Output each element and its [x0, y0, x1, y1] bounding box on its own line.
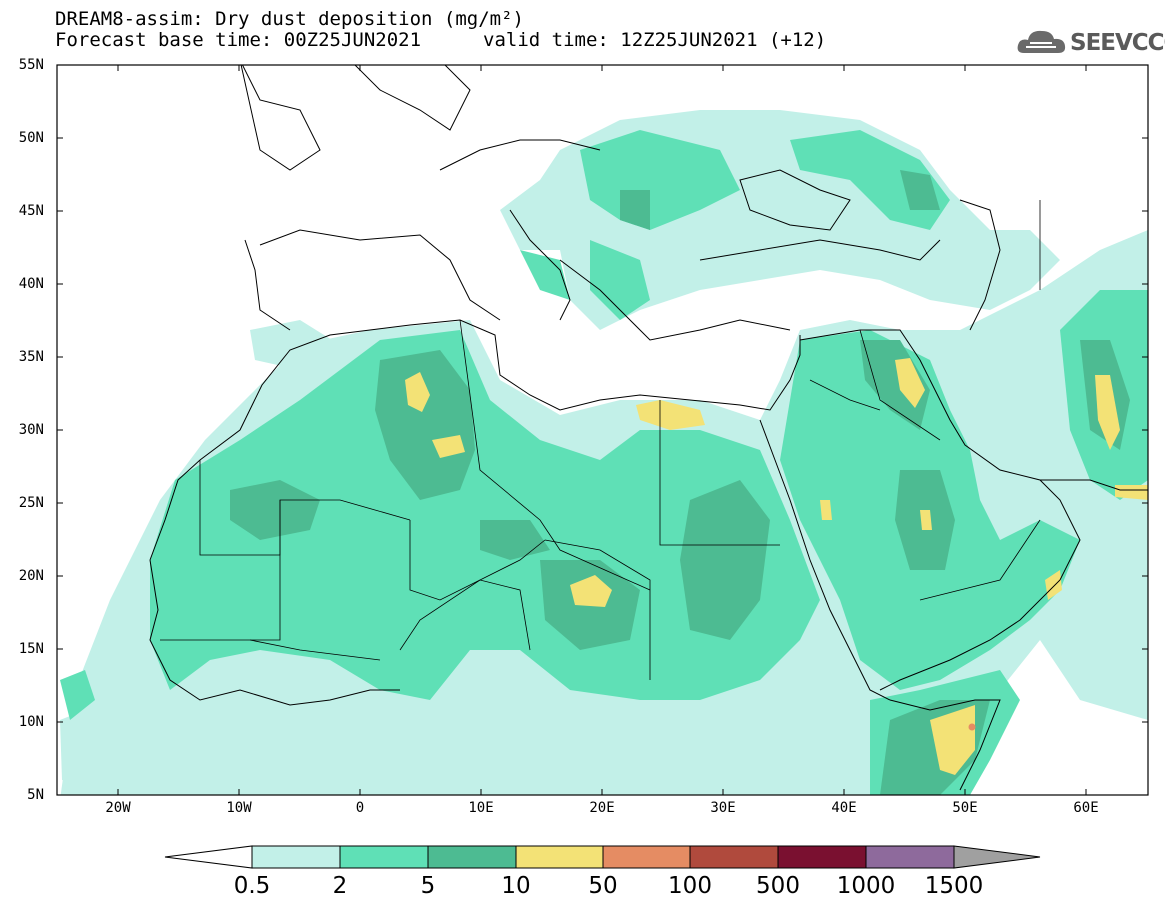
colorbar-box-2 [339, 845, 429, 869]
lat-label: 25N [18, 495, 44, 511]
lon-label: 20W [105, 800, 131, 816]
colorbar-label: 100 [668, 873, 712, 899]
coastlines [149, 65, 1148, 791]
lon-label: 20E [589, 800, 615, 816]
map-title: DREAM8-assim: Dry dust deposition (mg/m²… [55, 8, 524, 30]
seevccc-logo: SEEVCCC [1016, 27, 1165, 61]
lat-label: 40N [18, 276, 44, 292]
colorbar-box-50 [602, 845, 691, 869]
colorbar [164, 845, 1041, 869]
lat-label: 30N [18, 422, 44, 438]
logo-text: SEEVCCC [1070, 30, 1165, 56]
colorbar-label: 500 [756, 873, 800, 899]
dust-level-10-region [405, 358, 1148, 775]
lat-label: 35N [18, 349, 44, 365]
dust-level-5-region [230, 170, 1130, 795]
lon-label: 0 [355, 800, 365, 816]
colorbar-label: 0.5 [233, 873, 271, 899]
lon-label: 60E [1073, 800, 1099, 816]
lon-label: 50E [952, 800, 978, 816]
colorbar-box-0p5 [251, 845, 341, 869]
lat-label: 50N [18, 130, 44, 146]
lat-label: 55N [18, 57, 44, 73]
colorbar-box-10 [515, 845, 604, 869]
colorbar-label: 10 [501, 873, 531, 899]
colorbar-label: 2 [332, 873, 348, 899]
lat-label: 5N [27, 787, 44, 803]
colorbar-label: 5 [420, 873, 436, 899]
borders [160, 200, 1041, 680]
colorbar-box-500 [777, 845, 867, 869]
colorbar-label: 1500 [924, 873, 984, 899]
lat-label: 45N [18, 203, 44, 219]
valid-time: valid time: 12Z25JUN2021 (+12) [483, 29, 827, 51]
forecast-base-time: Forecast base time: 00Z25JUN2021 [55, 29, 422, 51]
cloud-logo-icon [1017, 30, 1066, 53]
dust-level-50-spot [968, 723, 976, 731]
lon-label: 30E [710, 800, 736, 816]
colorbar-label: 1000 [836, 873, 896, 899]
lat-label: 15N [18, 641, 44, 657]
colorbar-label: 50 [588, 873, 618, 899]
lon-label: 40E [831, 800, 857, 816]
colorbar-box-1000 [865, 845, 955, 869]
colorbar-box-5 [427, 845, 517, 869]
colorbar-over-arrow [953, 845, 1041, 869]
colorbar-box-100 [689, 845, 779, 869]
lon-label: 10W [226, 800, 252, 816]
axis-ticks [57, 64, 1148, 795]
lon-label: 10E [468, 800, 494, 816]
lat-label: 20N [18, 568, 44, 584]
lat-label: 10N [18, 714, 44, 730]
colorbar-under-arrow [164, 845, 253, 869]
